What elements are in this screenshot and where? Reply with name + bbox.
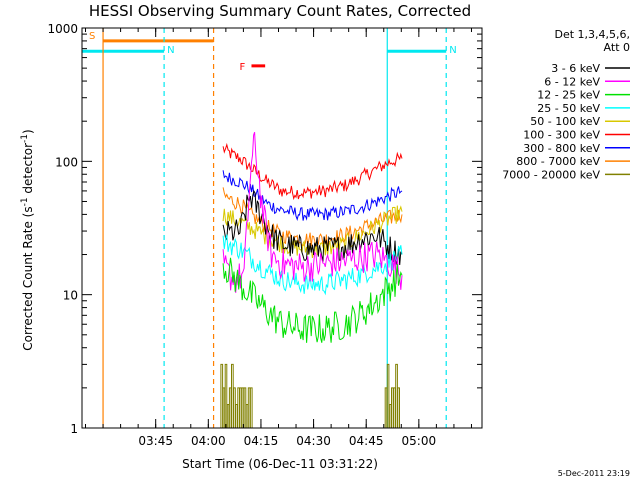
flag-label-s: S: [89, 31, 95, 42]
y-tick-label: 100: [55, 155, 78, 169]
flag-label-n: N: [167, 45, 174, 56]
series-line: [222, 257, 403, 343]
legend-entry-label: 25 - 50 keV: [537, 102, 600, 115]
y-tick-label: 1: [70, 422, 78, 436]
legend-entry-label: 100 - 300 keV: [523, 129, 600, 142]
x-axis: 03:45 04:00 04:15 04:30 04:45 05:00: [85, 28, 472, 448]
legend-entry-label: 6 - 12 keV: [544, 75, 600, 88]
x-tick-label: 04:45: [349, 434, 384, 448]
series-line: [222, 170, 403, 221]
flag-label-n: N: [449, 45, 456, 56]
y-axis: 1 10 100 1000: [47, 22, 482, 436]
instrument-flags: S N N F: [82, 31, 457, 73]
legend-header-attenuator: Att 0: [604, 41, 630, 54]
legend-entry-label: 7000 - 20000 keV: [502, 168, 600, 181]
y-axis-label: Corrected Count Rate (s-1 detector-1): [20, 129, 35, 350]
state-transition-lines: [102, 28, 447, 428]
x-axis-label: Start Time (06-Dec-11 03:31:22): [182, 457, 378, 471]
y-axis-label-sup2: -1: [20, 134, 30, 143]
chart-title: HESSI Observing Summary Count Rates, Cor…: [89, 2, 471, 20]
series-line: [222, 234, 403, 296]
y-tick-label: 10: [63, 289, 78, 303]
series-line: [222, 132, 403, 293]
series-line: [222, 189, 403, 266]
count-rate-series: [220, 132, 403, 429]
plot-frame: [81, 27, 483, 429]
legend-entry-label: 300 - 800 keV: [523, 142, 600, 155]
y-axis-label-main: Corrected Count Rate (s: [21, 206, 35, 350]
legend-header-detectors: Det 1,3,4,5,6,: [554, 28, 630, 41]
legend-entry-label: 800 - 7000 keV: [516, 155, 600, 168]
flag-label-f: F: [239, 62, 245, 73]
series-line: [220, 363, 253, 429]
x-tick-label: 03:45: [138, 434, 173, 448]
x-tick-label: 05:00: [402, 434, 437, 448]
footer-stamp: 5-Dec-2011 23:19: [558, 469, 630, 478]
y-axis-label-mid: detector: [21, 143, 35, 198]
y-axis-label-sup1: -1: [20, 197, 30, 206]
legend-entry-label: 3 - 6 keV: [551, 62, 600, 75]
y-axis-label-end: ): [21, 129, 35, 134]
x-tick-label: 04:15: [244, 434, 279, 448]
legend-entry-label: 12 - 25 keV: [537, 89, 600, 102]
legend-entry-label: 50 - 100 keV: [530, 115, 600, 128]
x-tick-label: 04:30: [296, 434, 331, 448]
series-line: [222, 142, 403, 201]
x-tick-label: 04:00: [191, 434, 226, 448]
y-tick-label: 1000: [47, 22, 78, 36]
series-line: [384, 363, 400, 429]
series-line: [222, 205, 403, 259]
